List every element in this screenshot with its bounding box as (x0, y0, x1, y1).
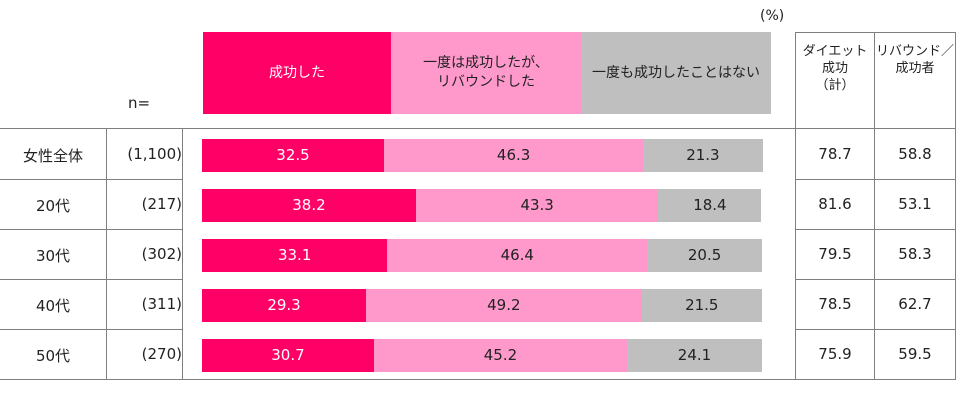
bar-segment: 21.5 (641, 288, 762, 322)
extra-value: 79.5 (818, 245, 852, 263)
row-label: 30代 (35, 247, 71, 265)
bar-value-label: 49.2 (487, 296, 521, 314)
bar-value-label: 18.4 (693, 196, 727, 214)
row-divider (795, 279, 955, 280)
extra-value: 78.5 (818, 295, 852, 313)
col-divider-extra-right (955, 32, 956, 380)
bar-value-label: 21.5 (685, 296, 719, 314)
bar-value-label: 33.1 (277, 246, 312, 264)
bar-value-label: 21.3 (686, 146, 720, 164)
bar-segment: 20.5 (647, 238, 762, 272)
bar-value-label: 20.5 (687, 246, 722, 264)
bar-segment: 38.2 (202, 188, 416, 222)
row-label: 50代 (35, 347, 71, 365)
extra-value: 78.7 (818, 145, 852, 163)
row-divider (795, 179, 955, 180)
row-label: 40代 (35, 297, 71, 315)
bar-segment: 43.3 (415, 188, 659, 222)
row-label: 20代 (35, 197, 71, 215)
bar-segment: 49.2 (366, 288, 642, 322)
legend-success: 成功した (203, 32, 391, 114)
bar-value-label: 38.2 (292, 196, 326, 214)
row-n: (311) (141, 295, 182, 313)
bar-value-label: 46.4 (500, 246, 534, 264)
col-header-rebound-ratio: リバウンド／ 成功者 (875, 44, 954, 76)
header-divider (0, 128, 955, 129)
row-n: (1,100) (127, 145, 182, 163)
bar-segment: 33.1 (202, 238, 388, 272)
bar-value-label: 30.7 (271, 346, 305, 364)
row-divider (0, 229, 182, 230)
extra-value: 59.5 (898, 345, 932, 363)
bar-segment: 46.4 (387, 238, 648, 272)
bottom-border (0, 379, 955, 380)
row-divider (795, 229, 955, 230)
bar-segment: 29.3 (202, 288, 367, 322)
extra-value: 75.9 (818, 345, 852, 363)
col-divider-extra-left (795, 32, 796, 380)
bar-segment: 30.7 (202, 338, 374, 372)
row-divider (0, 329, 182, 330)
col-divider-extra-mid (874, 32, 875, 380)
row-n: (302) (141, 245, 182, 263)
col-divider-label (106, 128, 107, 380)
row-label: 女性全体 (22, 147, 83, 165)
extra-value: 58.8 (898, 145, 932, 163)
legend-never: 一度も成功したことはない (581, 32, 771, 114)
bar-segment: 21.3 (643, 138, 763, 172)
extra-value: 62.7 (898, 295, 932, 313)
bar-value-label: 45.2 (483, 346, 518, 364)
unit-label: (%) (760, 8, 785, 24)
bar-segment: 24.1 (627, 338, 762, 372)
col-divider-n (182, 128, 183, 380)
bar-value-label: 43.3 (520, 196, 554, 214)
extra-value: 53.1 (898, 195, 932, 213)
bar-segment: 18.4 (658, 188, 762, 222)
extra-value: 58.3 (898, 245, 932, 263)
row-n: (270) (141, 345, 182, 363)
bar-value-label: 32.5 (276, 146, 310, 164)
row-divider (795, 329, 955, 330)
bar-value-label: 46.3 (496, 146, 531, 164)
bar-segment: 46.3 (384, 138, 644, 172)
bar-value-label: 29.3 (267, 296, 301, 314)
legend-rebound: 一度は成功したが、 リバウンドした (391, 32, 581, 114)
bar-segment: 32.5 (202, 138, 384, 172)
bar-value-label: 24.1 (677, 346, 712, 364)
row-divider (0, 279, 182, 280)
extra-top-border (795, 32, 955, 33)
col-header-diet-success-total: ダイエット 成功 （計） (802, 44, 868, 93)
row-n: (217) (141, 195, 182, 213)
n-header: n= (128, 94, 151, 112)
bar-segment: 45.2 (373, 338, 628, 372)
row-divider (0, 179, 182, 180)
extra-value: 81.6 (818, 195, 852, 213)
